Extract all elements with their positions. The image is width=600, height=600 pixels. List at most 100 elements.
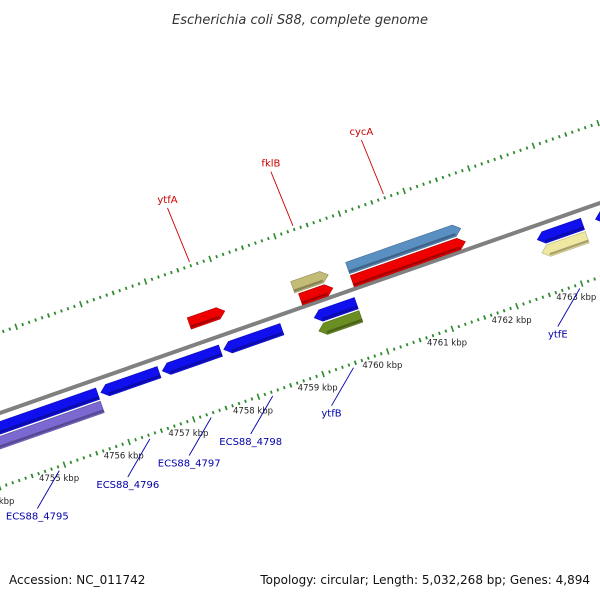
scale-tick-major	[62, 461, 67, 468]
scale-tick-label: 4755 kbp	[39, 474, 79, 484]
gene-arrow-shade	[549, 239, 589, 256]
gene-label-group[interactable]: ytfA	[157, 195, 190, 263]
gene-arrow[interactable]	[99, 366, 162, 398]
scale-tick-major	[321, 370, 325, 378]
gene-arrow-shade	[108, 374, 161, 395]
scale-tick-minor	[412, 340, 415, 345]
scale-tick-minor	[528, 299, 532, 304]
scale-tick-minor	[476, 318, 480, 322]
gene-label-group[interactable]: ECS88_4796	[96, 438, 159, 491]
scale-tick-minor	[195, 261, 199, 266]
gene-arrow-shade	[348, 233, 456, 273]
gene-arrow[interactable]	[317, 310, 364, 337]
scale-tick-major	[337, 210, 342, 217]
scale-tick-minor	[221, 252, 225, 257]
scale-tick-minor	[231, 404, 234, 408]
scale-tick-minor	[357, 205, 361, 209]
scale-tick-minor	[376, 198, 380, 202]
gene-arrow-shade	[169, 353, 223, 374]
gene-arrow[interactable]	[298, 282, 335, 306]
gene-arrow[interactable]	[222, 323, 285, 355]
gene-arrow[interactable]	[540, 231, 590, 258]
scale-tick-major	[0, 485, 2, 491]
scale-tick-minor	[202, 259, 206, 263]
gene-arrow[interactable]	[345, 223, 463, 275]
gene-label-group[interactable]: ytfB	[321, 367, 354, 420]
scale-tick-minor	[24, 476, 27, 480]
gene-label: ECS88_4798	[219, 437, 282, 448]
scale-tick-minor	[88, 453, 92, 458]
gene-arrow[interactable]	[349, 236, 467, 288]
scale-tick-minor	[538, 141, 542, 146]
gene-arrow[interactable]	[312, 297, 359, 323]
scale-tick-minor	[493, 157, 496, 162]
gene-label-leader	[557, 288, 581, 327]
scale-tick-minor	[134, 438, 137, 442]
gene-label-group[interactable]: ECS88_4795	[6, 470, 69, 523]
scale-tick-major	[531, 142, 536, 150]
scale-tick-minor	[434, 177, 439, 183]
scale-tick-minor	[198, 415, 202, 419]
gene-arrow-shade	[0, 396, 100, 438]
scale-tick-minor	[409, 187, 412, 191]
gene-arrow[interactable]	[535, 217, 585, 245]
scale-tick-minor	[586, 279, 590, 284]
scale-tick-minor	[215, 254, 218, 259]
scale-tick-minor	[418, 337, 422, 343]
scale-tick-minor	[282, 385, 286, 390]
scale-tick-major	[191, 416, 196, 423]
gene-arrow[interactable]	[160, 344, 223, 377]
scale-tick-label: 4760 kbp	[362, 361, 402, 371]
scale-tick-minor	[463, 322, 467, 327]
gene-label-group[interactable]: cycA	[350, 127, 384, 195]
gene-arrow-shade	[321, 305, 358, 321]
genome-summary-text: Topology: circular; Length: 5,032,268 bp…	[260, 573, 590, 587]
scale-tick-minor	[560, 288, 564, 293]
gene-arrow[interactable]	[0, 400, 105, 453]
scale-tick-minor	[69, 460, 73, 465]
gene-arrow-body	[0, 400, 105, 452]
gene-arrow-shade	[293, 279, 324, 292]
scale-tick-minor	[551, 137, 555, 141]
gene-label-group[interactable]: ECS88_4797	[158, 417, 221, 470]
scale-tick-minor	[325, 216, 328, 220]
gene-arrow[interactable]	[0, 387, 101, 441]
scale-tick-minor	[166, 426, 170, 431]
scale-tick-minor	[541, 295, 545, 299]
scale-tick-minor	[593, 277, 596, 281]
scale-tick-minor	[153, 431, 157, 435]
gene-label-group[interactable]: fklB	[261, 159, 294, 226]
gene-label-leader	[36, 470, 60, 509]
scale-tick-minor	[480, 162, 484, 166]
scale-tick-minor	[499, 154, 503, 160]
scale-tick-minor	[454, 171, 458, 175]
gene-label: ECS88_4795	[6, 512, 69, 523]
scale-tick-minor	[53, 311, 57, 315]
gene-label-group[interactable]: ECS88_4798	[219, 395, 282, 448]
scale-tick-minor	[573, 284, 577, 288]
scale-tick-labels: 4754 kbp 4755 kbp 4756 kbp 4757 kbp 4758 kbp…	[0, 293, 596, 507]
scale-tick-minor	[486, 159, 490, 164]
scale-tick-major	[273, 233, 277, 240]
scale-tick-minor	[422, 182, 425, 186]
scale-tick-minor	[247, 243, 251, 248]
scale-tick-minor	[299, 225, 303, 229]
scale-tick-minor	[392, 347, 396, 351]
scale-tick-minor	[185, 419, 189, 424]
gene-label-leader	[331, 367, 354, 406]
gene-arrow-shade	[353, 246, 461, 286]
scale-tick-minor	[583, 125, 587, 130]
gene-label-leader	[270, 171, 294, 226]
scale-tick-minor	[159, 428, 164, 434]
scale-tick-major	[402, 187, 406, 195]
scale-tick-minor	[431, 333, 435, 338]
scale-tick-minor	[111, 290, 115, 296]
gene-arrow[interactable]	[186, 305, 227, 330]
gene-arrow[interactable]	[290, 269, 331, 294]
scale-tick-minor	[244, 399, 247, 403]
gene-label-group[interactable]: ytfE	[548, 288, 581, 341]
map-title: Escherichia coli S88, complete genome	[172, 13, 428, 28]
scale-tick-minor	[315, 374, 318, 379]
scale-tick-minor	[21, 322, 25, 327]
